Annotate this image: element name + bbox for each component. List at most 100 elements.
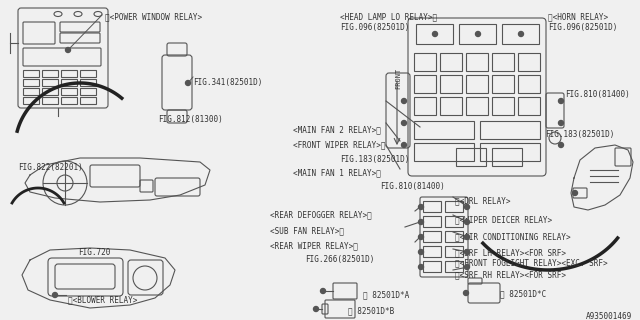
Text: ① 82501D*A: ① 82501D*A <box>363 290 409 299</box>
Text: <MAIN FAN 1 RELAY>①: <MAIN FAN 1 RELAY>① <box>293 168 381 177</box>
Bar <box>466 97 488 115</box>
Bar <box>456 148 486 166</box>
Circle shape <box>65 47 70 52</box>
Bar <box>440 97 462 115</box>
Bar <box>42 97 58 104</box>
Bar <box>423 231 441 242</box>
Circle shape <box>186 81 191 85</box>
Bar <box>440 53 462 71</box>
Circle shape <box>401 121 406 125</box>
Text: <REAR DEFOGGER RELAY>①: <REAR DEFOGGER RELAY>① <box>270 210 372 219</box>
Text: ①<SRF RH RELAY><FOR SRF>: ①<SRF RH RELAY><FOR SRF> <box>455 270 566 279</box>
Bar <box>61 88 77 95</box>
Bar <box>23 88 39 95</box>
Bar <box>42 79 58 86</box>
Circle shape <box>559 99 563 103</box>
Circle shape <box>419 220 424 225</box>
Bar <box>492 53 514 71</box>
Text: FIG.183(82501D): FIG.183(82501D) <box>340 155 410 164</box>
Circle shape <box>401 142 406 148</box>
Bar <box>80 79 96 86</box>
Text: <FRONT WIPER RELAY>④: <FRONT WIPER RELAY>④ <box>293 140 385 149</box>
Circle shape <box>559 142 563 148</box>
Text: <MAIN FAN 2 RELAY>③: <MAIN FAN 2 RELAY>③ <box>293 125 381 134</box>
Bar <box>80 97 96 104</box>
Bar <box>480 121 540 139</box>
Text: ①<WIPER DEICER RELAY>: ①<WIPER DEICER RELAY> <box>455 215 552 224</box>
Bar <box>502 24 539 44</box>
Bar <box>414 121 474 139</box>
Text: ④ 82501D*C: ④ 82501D*C <box>500 289 547 298</box>
Bar <box>445 231 463 242</box>
Circle shape <box>559 121 563 125</box>
Text: ①<AIR CONDITIONING RELAY>: ①<AIR CONDITIONING RELAY> <box>455 232 571 241</box>
Bar <box>423 216 441 227</box>
Bar <box>445 216 463 227</box>
Circle shape <box>465 265 470 269</box>
Text: ①<HORN RELAY>: ①<HORN RELAY> <box>548 12 608 21</box>
Bar <box>423 261 441 272</box>
Bar <box>23 70 39 77</box>
Text: FRONT: FRONT <box>395 68 401 89</box>
Text: ①<SRF LH RELAY><FOR SRF>: ①<SRF LH RELAY><FOR SRF> <box>455 248 566 257</box>
Bar <box>42 88 58 95</box>
Circle shape <box>573 190 577 196</box>
Bar <box>518 75 540 93</box>
Text: ④<BLOWER RELAY>: ④<BLOWER RELAY> <box>68 295 138 304</box>
Circle shape <box>419 250 424 254</box>
Bar <box>61 97 77 104</box>
Text: FIG.812(81300): FIG.812(81300) <box>158 115 223 124</box>
Circle shape <box>401 99 406 103</box>
Bar <box>414 75 436 93</box>
Circle shape <box>314 307 319 311</box>
Text: FIG.720: FIG.720 <box>78 248 110 257</box>
Bar <box>423 201 441 212</box>
Bar <box>414 97 436 115</box>
Bar <box>492 148 522 166</box>
Circle shape <box>465 250 470 254</box>
Bar <box>492 75 514 93</box>
Bar <box>466 53 488 71</box>
Bar <box>445 261 463 272</box>
Circle shape <box>52 292 58 298</box>
Circle shape <box>419 265 424 269</box>
Bar <box>518 53 540 71</box>
Text: FIG.341(82501D): FIG.341(82501D) <box>193 78 262 87</box>
Text: <REAR WIPER RELAY>③: <REAR WIPER RELAY>③ <box>270 241 358 250</box>
Bar <box>61 70 77 77</box>
Bar <box>23 97 39 104</box>
Circle shape <box>518 31 524 36</box>
Bar <box>414 143 474 161</box>
Circle shape <box>465 220 470 225</box>
Bar <box>445 201 463 212</box>
Circle shape <box>463 291 468 295</box>
Bar <box>423 246 441 257</box>
Text: ①<FRONT FOGLIGHT RELAY><EXC. SRF>: ①<FRONT FOGLIGHT RELAY><EXC. SRF> <box>455 258 607 267</box>
Text: FIG.096(82501D): FIG.096(82501D) <box>548 23 618 32</box>
Text: FIG.183(82501D): FIG.183(82501D) <box>545 130 614 139</box>
Bar <box>42 70 58 77</box>
Circle shape <box>321 289 326 293</box>
Circle shape <box>419 204 424 210</box>
Circle shape <box>476 31 481 36</box>
Text: ①<POWER WINDOW RELAY>: ①<POWER WINDOW RELAY> <box>105 12 202 21</box>
Bar <box>440 75 462 93</box>
Bar <box>23 79 39 86</box>
Bar <box>80 88 96 95</box>
Text: A935001469: A935001469 <box>586 312 632 320</box>
Text: FIG.822(82201): FIG.822(82201) <box>18 163 83 172</box>
Circle shape <box>419 235 424 239</box>
Circle shape <box>433 31 438 36</box>
Bar <box>416 24 453 44</box>
Circle shape <box>465 235 470 239</box>
Bar <box>518 97 540 115</box>
Text: <HEAD LAMP LO RELAY>①: <HEAD LAMP LO RELAY>① <box>340 12 437 21</box>
Bar <box>61 79 77 86</box>
Text: <SUB FAN RELAY>①: <SUB FAN RELAY>① <box>270 226 344 235</box>
Text: ③ 82501D*B: ③ 82501D*B <box>348 306 394 315</box>
Circle shape <box>465 204 470 210</box>
Bar <box>466 75 488 93</box>
Text: ①<DRL RELAY>: ①<DRL RELAY> <box>455 196 511 205</box>
Bar <box>80 70 96 77</box>
Bar <box>480 143 540 161</box>
